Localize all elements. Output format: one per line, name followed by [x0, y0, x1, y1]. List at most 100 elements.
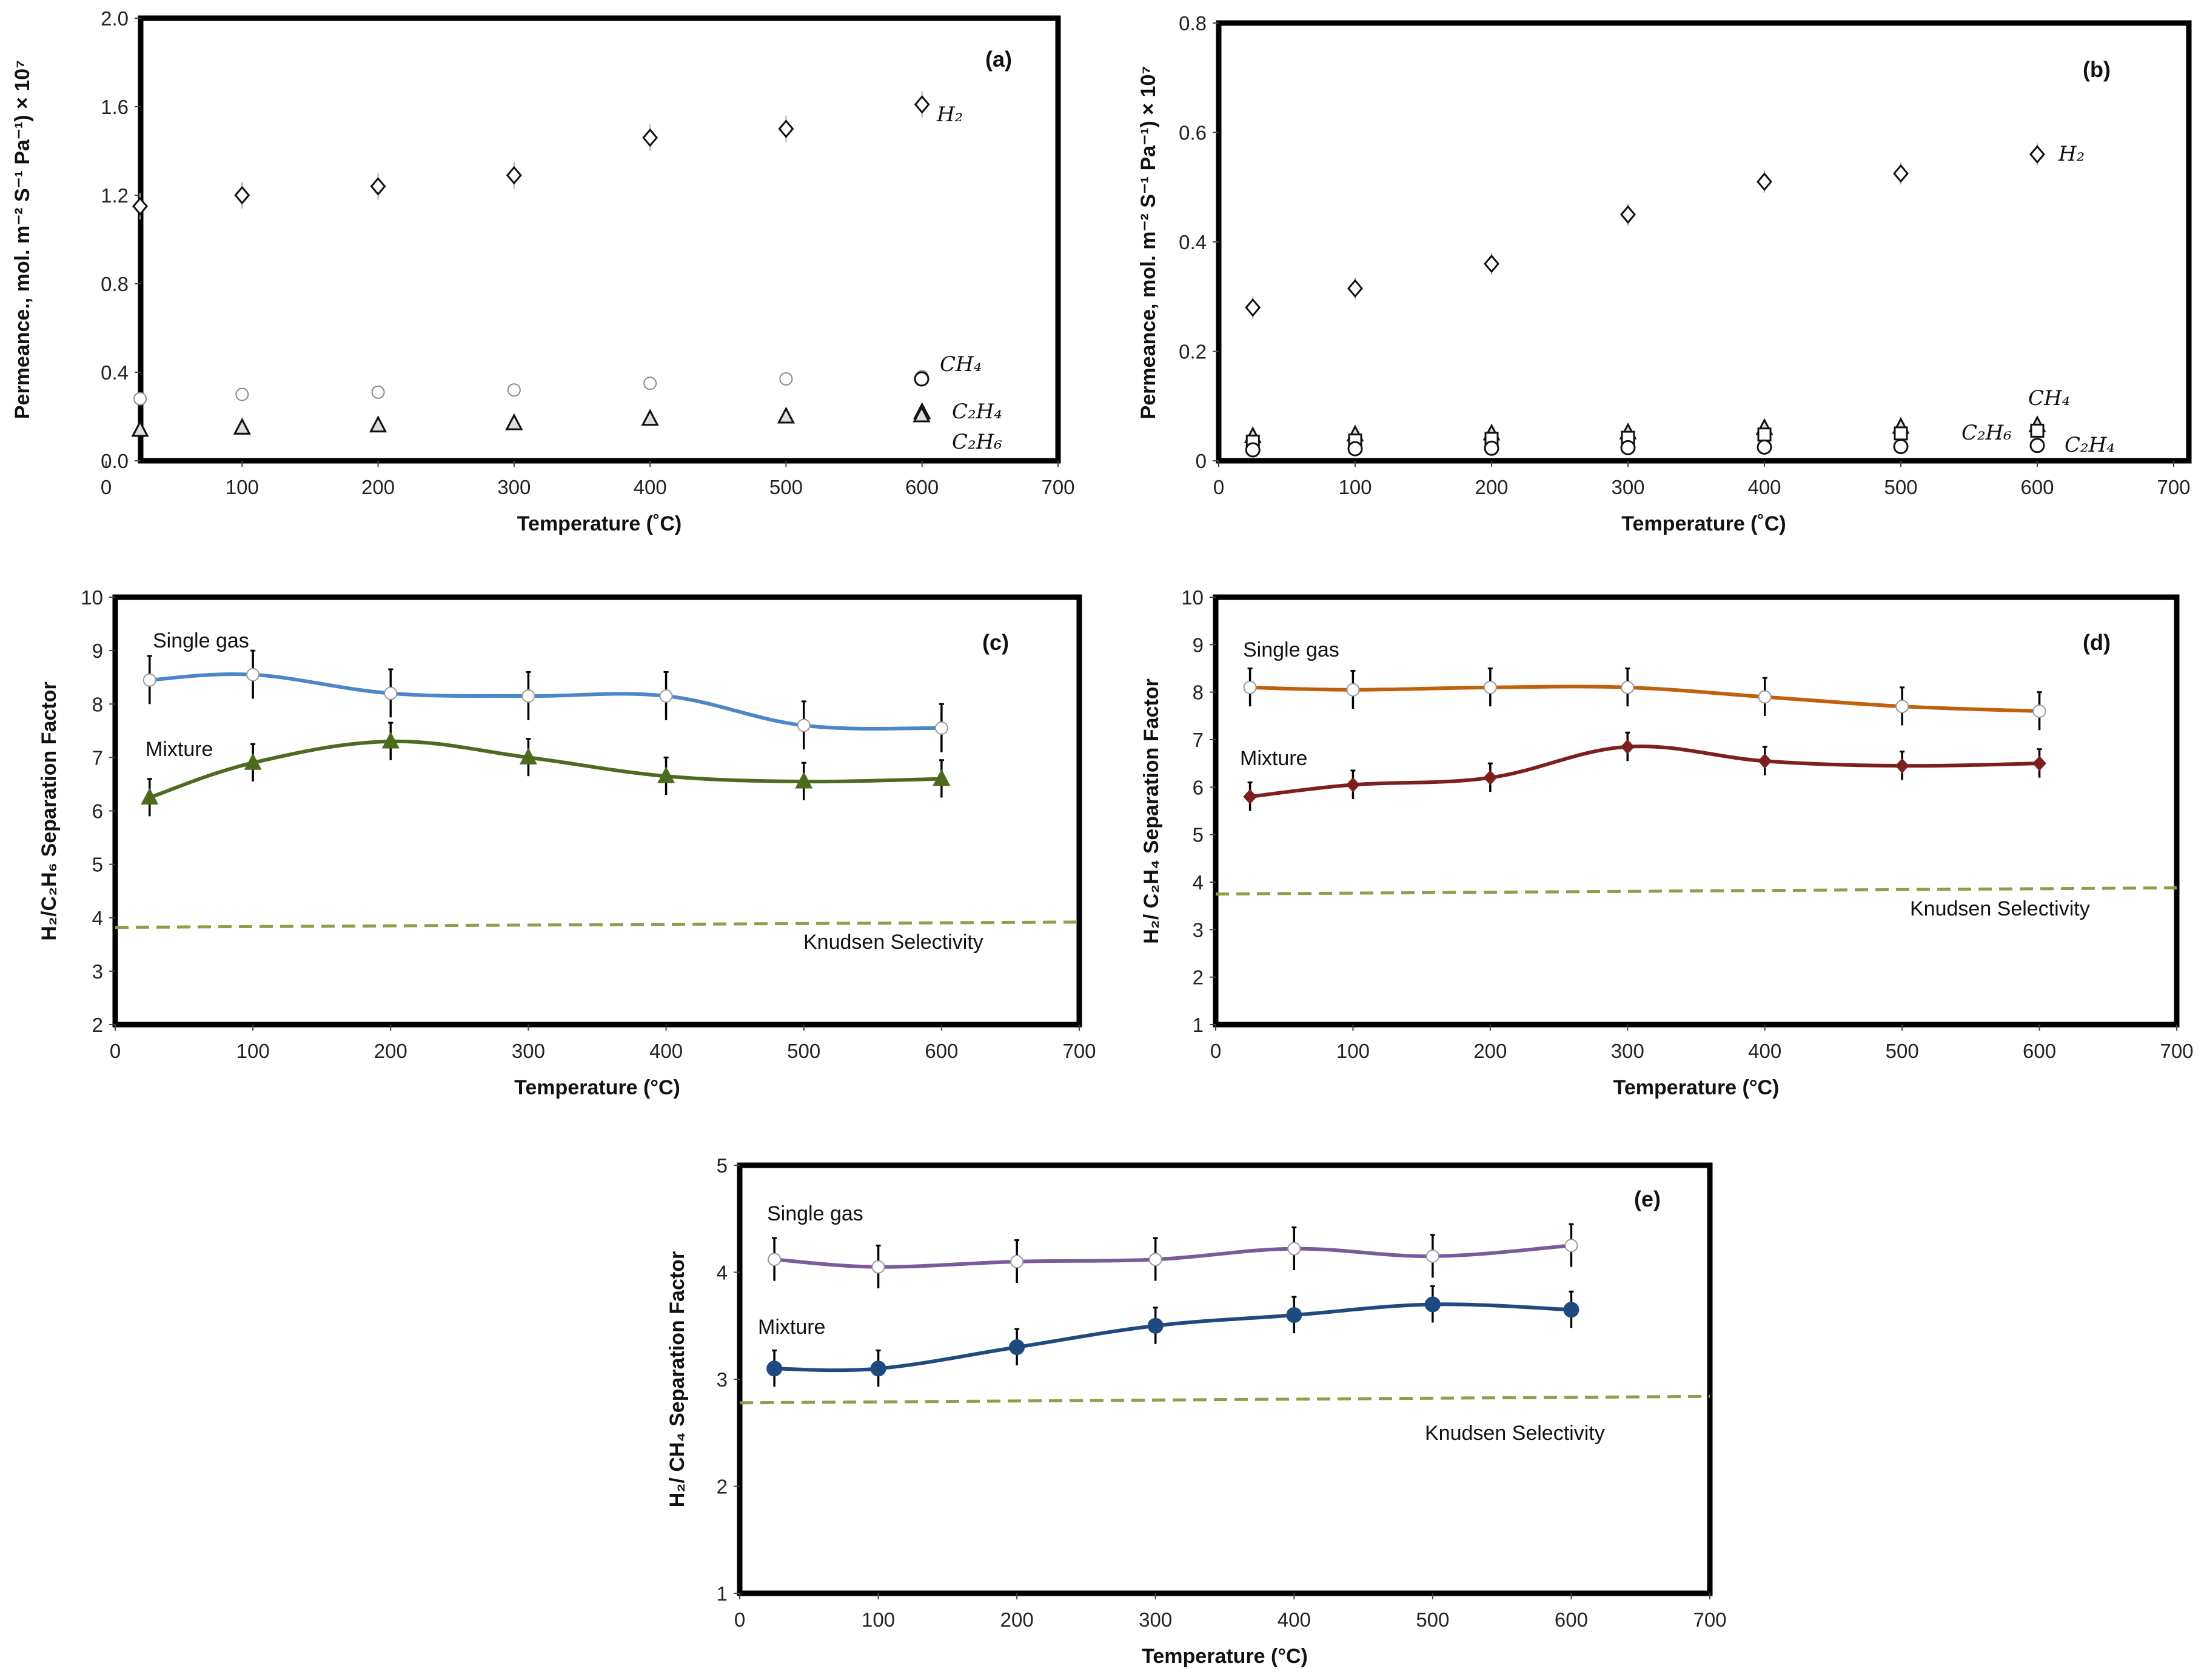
knudsen-line-c [115, 920, 1080, 929]
x-tick-label-a: 500 [769, 476, 803, 498]
y-tick-label-c: 3 [92, 960, 103, 983]
y-tick-label-a: 0.8 [101, 273, 129, 295]
data-point-d [1483, 770, 1498, 786]
y-tick-label-a: 0.4 [101, 361, 129, 384]
series-e-0 [768, 1223, 1578, 1288]
x-tick-label-c: 0 [110, 1040, 121, 1062]
series-b-1 [1244, 415, 2046, 443]
y-tick-label-d: 8 [1193, 681, 1204, 704]
data-point-d [1243, 789, 1257, 805]
data-point-e [768, 1253, 782, 1267]
series-label-a-ch4: CH₄ [940, 352, 982, 376]
data-point-b [1347, 279, 1363, 298]
x-tick-label-c: 700 [1062, 1040, 1096, 1062]
data-point-a [370, 177, 386, 196]
data-point-e [1010, 1254, 1024, 1268]
data-point-d [1243, 680, 1257, 694]
y-tick-label-e: 4 [717, 1262, 728, 1284]
series-c-1 [141, 721, 951, 817]
plot-frame-a [138, 15, 1061, 464]
y-tick-label-c: 10 [81, 586, 103, 609]
series-label-b-h2: H₂ [2058, 142, 2085, 166]
series-line-d-0 [1250, 684, 2040, 713]
series-b-2 [1245, 423, 2045, 449]
chart-e: 0 100 200 300 400 500 600 700 1 2 3 4 5 Temperature (… [666, 1154, 1727, 1668]
x-axis-label-c: Temperature (°C) [514, 1076, 680, 1099]
series-c-0 [142, 649, 948, 752]
series-line-d-1 [1250, 745, 2040, 798]
x-tick-label-c: 100 [236, 1040, 270, 1062]
data-point-c [797, 718, 811, 732]
data-point-b [1620, 440, 1636, 455]
x-tick-label-b: 700 [2157, 476, 2190, 498]
data-point-a [643, 376, 657, 390]
knudsen-line-d [1215, 886, 2177, 896]
y-tick-label-b: 0.2 [1179, 341, 1207, 363]
data-point-e [1009, 1339, 1025, 1356]
data-point-b [1893, 439, 1909, 455]
series-label-e-1: Mixture [758, 1316, 825, 1339]
data-point-d [1620, 739, 1635, 755]
data-point-c [657, 766, 675, 783]
y-tick-label-c: 4 [92, 907, 103, 929]
y-tick-label-c: 5 [92, 854, 103, 876]
knudsen-label-e: Knudsen Selectivity [1425, 1422, 1605, 1445]
chart-d: 0 100 200 300 400 500 600 700 1 2 3 4 5 6 7 8 9 10 Tempera… [1140, 586, 2194, 1099]
y-axis-label-b: Permeance, mol. m⁻² S⁻¹ Pa⁻¹) × 10⁷ [1137, 66, 1160, 420]
y-tick-label-d: 3 [1193, 919, 1204, 941]
plot-frame-d [1213, 594, 2180, 1028]
data-point-b [1245, 442, 1261, 458]
y-tick-label-d: 10 [1181, 586, 1204, 609]
y-tick-label-d: 1 [1193, 1014, 1204, 1036]
legend-marker-a-ch4 [914, 371, 929, 387]
series-line-e-1 [774, 1302, 1572, 1373]
plot-frame-e [737, 1162, 1713, 1596]
y-tick-label-e: 5 [717, 1154, 728, 1177]
series-a-3 [131, 402, 931, 437]
data-point-b [1757, 439, 1772, 455]
x-tick-label-a: 200 [361, 476, 395, 498]
y-tick-label-a: 1.2 [101, 184, 129, 207]
x-tick-label-b: 0 [1213, 476, 1224, 498]
data-point-a [234, 186, 250, 205]
data-point-c [381, 731, 400, 749]
series-label-b-c2h4: C₂H₄ [2065, 433, 2115, 457]
data-point-a [371, 385, 385, 399]
x-tick-label-e: 0 [734, 1608, 745, 1631]
panel-label-d: (d) [2083, 630, 2111, 655]
data-point-c [521, 689, 535, 703]
x-tick-label-c: 300 [512, 1040, 545, 1062]
y-axis-label-c: H₂/C₂H₆ Separation Factor [38, 681, 61, 940]
panel-label-c: (c) [982, 630, 1009, 655]
data-point-c [934, 721, 948, 735]
data-point-b [2029, 438, 2045, 453]
data-point-e [1424, 1296, 1441, 1313]
data-point-c [795, 771, 813, 789]
data-point-a [132, 196, 149, 216]
series-e-1 [766, 1285, 1579, 1387]
x-tick-label-a: 600 [905, 476, 939, 498]
data-point-a [642, 128, 658, 147]
data-point-a [779, 372, 793, 386]
x-tick-label-e: 600 [1555, 1608, 1588, 1631]
data-point-a [131, 420, 149, 437]
series-label-c-0: Single gas [153, 629, 249, 652]
y-tick-label-e: 2 [717, 1476, 728, 1498]
knudsen-line-e [739, 1394, 1710, 1405]
x-tick-label-e: 200 [1000, 1608, 1034, 1631]
data-point-e [871, 1260, 885, 1274]
y-tick-label-c: 9 [92, 640, 103, 662]
x-tick-label-d: 0 [1210, 1040, 1221, 1062]
data-point-c [384, 686, 398, 700]
x-tick-label-d: 700 [2160, 1040, 2193, 1062]
series-b-3 [1245, 438, 2045, 458]
data-point-e [766, 1360, 783, 1377]
series-d-1 [1243, 731, 2046, 811]
x-tick-label-b: 600 [2020, 476, 2054, 498]
data-point-d [1346, 683, 1360, 697]
series-a-0 [132, 91, 930, 220]
x-tick-label-b: 100 [1338, 476, 1372, 498]
data-point-b [1484, 440, 1499, 456]
data-point-a [507, 383, 521, 397]
